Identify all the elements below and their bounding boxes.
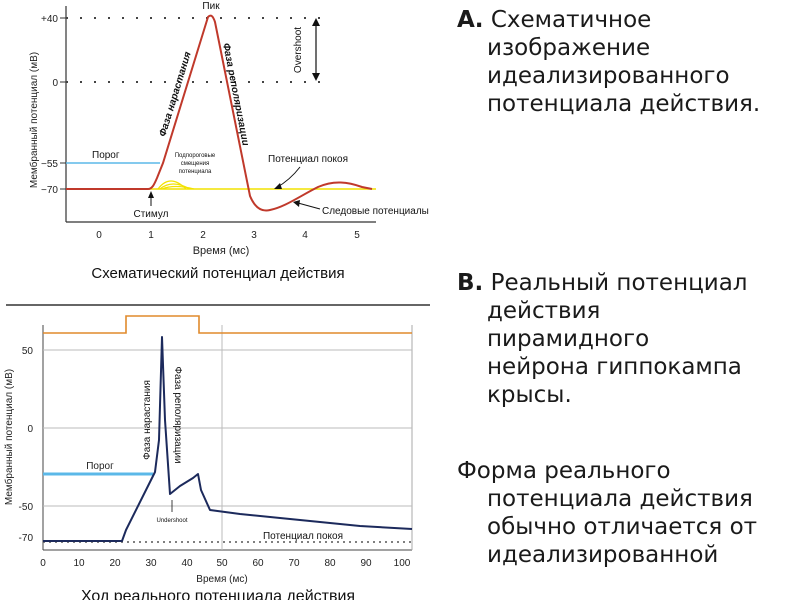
diagram-a-action-potential	[66, 14, 373, 212]
diagram-b-xtick: 70	[288, 558, 300, 569]
diagram-a-ytick: +40	[41, 14, 58, 25]
diagram-a-falling-label: Фаза реполяризации	[220, 42, 251, 147]
diagram-b-undershoot-label: Undershoot	[156, 518, 187, 524]
diagram-a-threshold-label: Порог	[92, 150, 120, 161]
description-c: Форма реального потенциала действия обыч…	[457, 457, 792, 569]
diagram-b-ytick: 50	[22, 346, 34, 357]
diagram-b-resting-label: Потенциал покоя	[263, 531, 343, 542]
diagram-a-overshoot-label: Overshoot	[293, 27, 304, 73]
diagram-b-ytick: -50	[19, 502, 34, 513]
diagram-a-subthreshold-3	[161, 185, 195, 190]
description-a-line: потенциала действия.	[487, 91, 761, 117]
diagram-b-rising-label: Фаза нарастания	[142, 380, 153, 460]
diagram-b-action-potential	[43, 336, 413, 542]
diagram-a-xtick: 0	[96, 230, 102, 241]
diagram-a-resting-label: Потенциал покоя	[268, 154, 348, 165]
description-a: А. Схематичное изображение идеализирован…	[457, 6, 792, 118]
description-b-marker: В.	[457, 270, 484, 296]
diagram-b-falling-label: Фаза реполяризации	[172, 366, 183, 463]
diagram-a-y-axis-label: Мембранный потенциал (мВ)	[28, 52, 40, 188]
description-b-line: крысы.	[487, 382, 572, 408]
description-b-line: В. Реальный потенциал	[457, 270, 748, 296]
diagram-a-caption: Схематический потенциал действия	[91, 265, 344, 282]
diagram-a: +40 0 −55 −70 Мембранный потенциал (мВ) …	[28, 1, 429, 282]
diagram-b-xtick: 0	[40, 558, 46, 569]
diagram-a-subthreshold-label: потенциала	[179, 169, 212, 175]
diagram-b-xtick: 60	[252, 558, 264, 569]
description-c-line: идеализированной	[487, 542, 719, 568]
diagram-b-xtick: 80	[324, 558, 336, 569]
description-a-marker: А.	[457, 7, 484, 33]
diagram-b-stimulus-trace	[43, 315, 412, 334]
diagram-a-xtick: 5	[354, 230, 360, 241]
diagram-a-xtick: 1	[148, 230, 154, 241]
diagram-a-ytick: 0	[52, 78, 58, 89]
diagram-a-stimulus-label: Стимул	[134, 209, 169, 220]
description-a-line: А. Схематичное	[457, 7, 651, 33]
diagram-b-xtick: 40	[181, 558, 193, 569]
diagram-b-xtick: 20	[109, 558, 121, 569]
description-b-line: пирамидного	[487, 326, 650, 352]
diagram-a-subthreshold-label: Подпороговые	[175, 153, 216, 159]
description-b-line: действия	[487, 298, 601, 324]
diagram-a-x-axis-label: Время (мс)	[193, 245, 250, 257]
diagram-a-xtick: 4	[302, 230, 308, 241]
description-a-line: изображение	[487, 35, 651, 61]
diagram-b-xtick: 30	[145, 558, 157, 569]
diagram-b: 50 0 -50 -70 Мембранный потенциал (мВ) 0…	[3, 304, 430, 600]
description-a-text: Схематичное	[483, 7, 652, 33]
diagram-b-ytick: -70	[19, 533, 34, 544]
diagram-b-xtick: 50	[216, 558, 228, 569]
diagram-b-x-axis-label: Время (мс)	[196, 574, 247, 585]
description-b: В. Реальный потенциал действия пирамидно…	[457, 269, 792, 409]
diagram-b-xtick: 100	[394, 558, 411, 569]
diagram-b-xtick: 90	[360, 558, 372, 569]
diagram-b-y-axis-label: Мембранный потенциал (мВ)	[3, 369, 15, 505]
diagram-b-caption: Ход реального потенциала действия	[81, 588, 355, 600]
diagram-a-subthreshold-label: смещения	[181, 161, 210, 167]
diagram-a-after-arrow	[297, 202, 321, 210]
diagram-b-ytick: 0	[27, 424, 33, 435]
description-b-line: нейрона гиппокампа	[487, 354, 742, 380]
diagram-a-peak-label: Пик	[202, 1, 220, 12]
diagram-a-xtick: 2	[200, 230, 206, 241]
description-c-line: потенциала действия	[487, 486, 753, 512]
diagram-a-xtick: 3	[251, 230, 257, 241]
diagram-a-after-label: Следовые потенциалы	[322, 206, 429, 217]
description-c-line: обычно отличается от	[487, 514, 758, 540]
diagram-a-ytick: −70	[41, 185, 58, 196]
description-a-line: идеализированного	[487, 63, 730, 89]
description-c-line: Форма реального	[457, 458, 671, 484]
diagram-a-ytick: −55	[41, 159, 58, 170]
description-b-text: Реальный потенциал	[483, 270, 748, 296]
diagram-b-xtick: 10	[73, 558, 85, 569]
diagram-b-threshold-label: Порог	[86, 461, 114, 472]
